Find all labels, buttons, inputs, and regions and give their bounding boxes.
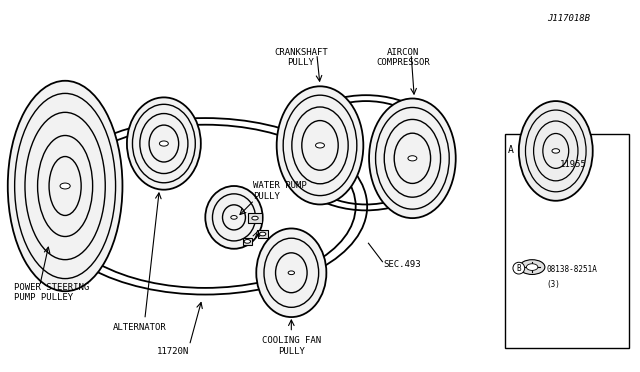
Text: CRANKSHAFT
PULLY: CRANKSHAFT PULLY [274,48,328,67]
Bar [243,238,252,245]
Text: 11955: 11955 [560,160,587,169]
Ellipse shape [256,228,326,317]
Text: 11720N: 11720N [157,347,189,356]
Circle shape [231,215,237,219]
Circle shape [288,271,294,275]
Ellipse shape [276,86,364,205]
Bar [505,134,629,349]
Circle shape [244,240,250,243]
Ellipse shape [205,186,262,249]
Bar [257,230,268,238]
Circle shape [159,141,168,146]
Text: J117018B: J117018B [547,14,590,23]
Circle shape [520,260,545,275]
Ellipse shape [369,99,456,218]
Circle shape [259,232,266,236]
Circle shape [316,143,324,148]
Text: WATER PUMP
PULLY: WATER PUMP PULLY [253,182,307,201]
Text: AIRCON
COMPRESSOR: AIRCON COMPRESSOR [376,48,429,67]
Circle shape [408,156,417,161]
Text: A: A [255,230,260,239]
Text: ALTERNATOR: ALTERNATOR [113,323,166,332]
Ellipse shape [519,101,593,201]
Text: SEC.493: SEC.493 [384,260,421,269]
Circle shape [252,216,258,220]
Circle shape [60,183,70,189]
Text: POWER STEERING
PUMP PULLEY: POWER STEERING PUMP PULLEY [14,283,90,302]
Text: COOLING FAN
PULLY: COOLING FAN PULLY [262,336,321,356]
Ellipse shape [127,97,201,190]
Text: A: A [508,145,514,155]
Text: 08138-8251A: 08138-8251A [546,265,597,274]
Circle shape [526,264,538,270]
Circle shape [552,149,559,153]
Ellipse shape [8,81,122,291]
Text: B: B [516,264,521,273]
Text: (3): (3) [546,280,560,289]
Bar [248,213,262,223]
